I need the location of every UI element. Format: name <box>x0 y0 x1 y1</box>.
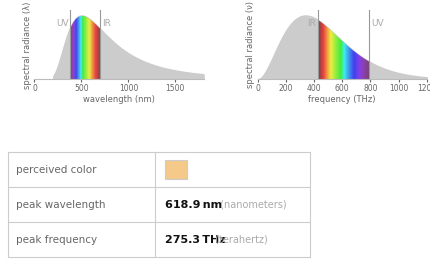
Text: 618.9 nm: 618.9 nm <box>165 200 221 210</box>
Text: peak wavelength: peak wavelength <box>16 200 105 210</box>
Text: UV: UV <box>370 19 383 28</box>
Text: (nanometers): (nanometers) <box>216 200 286 210</box>
X-axis label: frequency (THz): frequency (THz) <box>308 95 375 104</box>
Text: 275.3 THz: 275.3 THz <box>165 235 225 244</box>
Text: UV: UV <box>56 19 69 28</box>
Y-axis label: spectral radiance (ν): spectral radiance (ν) <box>245 1 254 88</box>
Bar <box>165 160 187 179</box>
Text: perceived color: perceived color <box>16 165 96 175</box>
Text: (terahertz): (terahertz) <box>212 235 267 244</box>
Y-axis label: spectral radiance (λ): spectral radiance (λ) <box>23 1 32 89</box>
Text: IR: IR <box>306 19 315 28</box>
X-axis label: wavelength (nm): wavelength (nm) <box>83 95 155 104</box>
Text: peak frequency: peak frequency <box>16 235 97 244</box>
Text: IR: IR <box>101 19 110 28</box>
